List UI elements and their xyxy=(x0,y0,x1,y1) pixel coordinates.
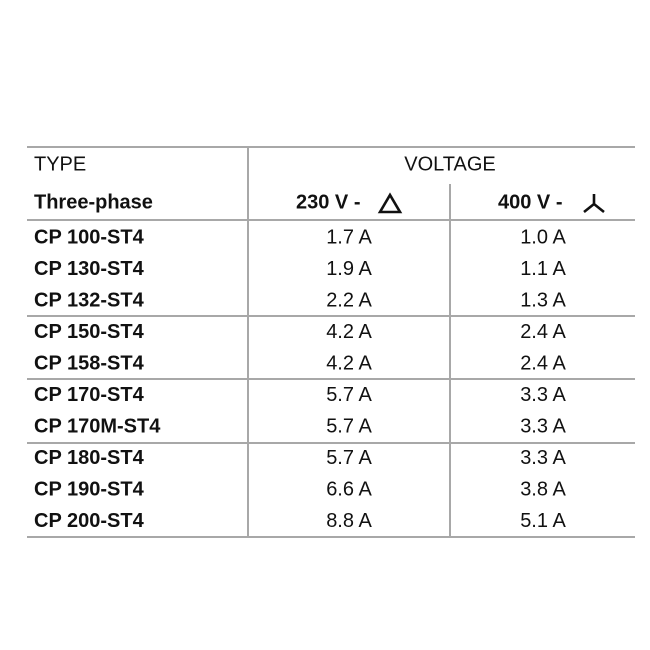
type-cell: CP 100-ST4 xyxy=(34,226,145,248)
table-body: CP 100-ST4 1.7 A 1.0 A CP 130-ST4 1.9 A 1.1 A… xyxy=(34,226,566,532)
current-cell: 1.9 A xyxy=(326,258,372,280)
current-cell: 1.7 A xyxy=(326,226,372,248)
type-cell: CP 132-ST4 xyxy=(34,289,145,311)
current-cell: 5.7 A xyxy=(326,447,372,469)
current-cell: 5.7 A xyxy=(326,415,372,437)
type-cell: CP 130-ST4 xyxy=(34,258,145,280)
type-cell: CP 170-ST4 xyxy=(34,384,145,406)
current-cell: 2.4 A xyxy=(520,321,566,343)
subheader: Three-phase xyxy=(34,191,153,213)
subheader: 400 V - xyxy=(498,191,562,213)
current-cell: 6.6 A xyxy=(326,478,372,500)
delta-symbol xyxy=(377,192,403,214)
subheader: 230 V - xyxy=(296,191,360,213)
current-cell: 1.0 A xyxy=(520,226,566,248)
current-cell: 4.2 A xyxy=(326,352,372,374)
current-cell: 2.4 A xyxy=(520,352,566,374)
type-cell: CP 190-ST4 xyxy=(34,478,145,500)
current-cell: 5.7 A xyxy=(326,384,372,406)
type-cell: CP 150-ST4 xyxy=(34,321,145,343)
type-cell: CP 180-ST4 xyxy=(34,447,145,469)
current-cell: 5.1 A xyxy=(520,510,566,532)
type-cell: CP 158-ST4 xyxy=(34,352,145,374)
current-cell: 4.2 A xyxy=(326,321,372,343)
current-cell: 2.2 A xyxy=(326,289,372,311)
type-cell: CP 170M-ST4 xyxy=(34,415,161,437)
header-type: TYPE xyxy=(34,153,86,175)
type-cell: CP 200-ST4 xyxy=(34,510,145,532)
current-cell: 3.3 A xyxy=(520,447,566,469)
current-cell: 1.1 A xyxy=(520,258,566,280)
current-cell: 8.8 A xyxy=(326,510,372,532)
star-symbol xyxy=(583,194,605,214)
current-cell: 3.3 A xyxy=(520,415,566,437)
header-voltage: VOLTAGE xyxy=(404,153,496,175)
current-cell: 3.8 A xyxy=(520,478,566,500)
current-cell: 3.3 A xyxy=(520,384,566,406)
current-cell: 1.3 A xyxy=(520,289,566,311)
